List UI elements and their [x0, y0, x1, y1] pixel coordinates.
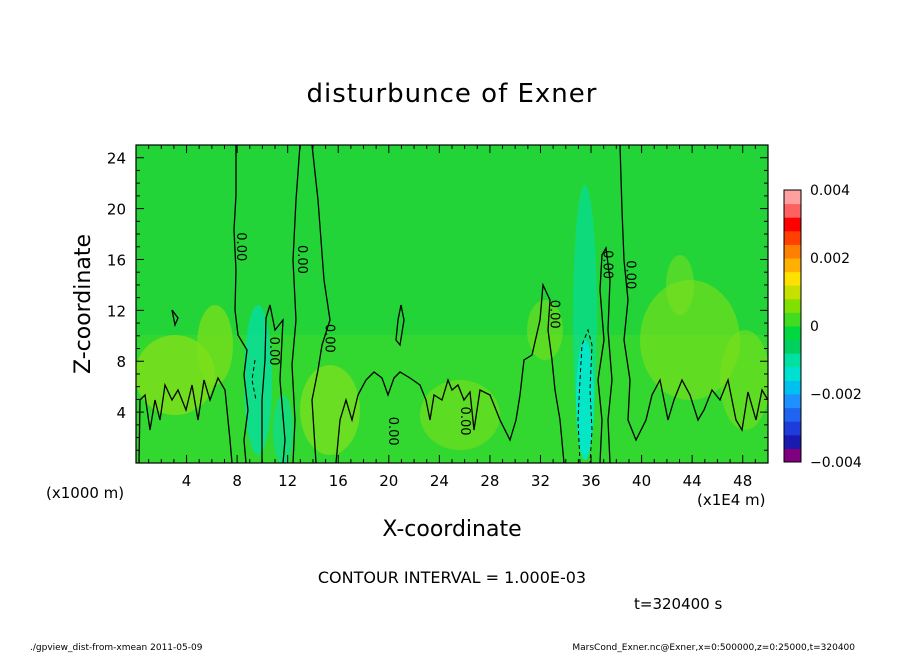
plot-area: 0.00 0.00 0.00 0.00 0.00 0.00 0.00 0.00 0.00 — [136, 145, 768, 463]
colorbar-swatch — [784, 448, 801, 463]
colorbar-swatch — [784, 217, 801, 232]
colorbar-swatch — [784, 244, 801, 259]
colorbar-tick-label: 0.002 — [810, 251, 850, 267]
x-axis: 4 8 12 16 20 24 28 32 36 40 44 48 — [148, 145, 756, 490]
contour-line — [138, 376, 233, 463]
negative-contours — [251, 328, 593, 463]
contour-lines — [138, 145, 768, 463]
field-patch — [136, 335, 215, 415]
contour-line-negative — [577, 328, 593, 463]
y-unit-label: (x1000 m) — [46, 484, 124, 502]
contour-label: 0.00 — [457, 407, 472, 436]
y-tick-label: 4 — [116, 404, 126, 422]
field-patch — [300, 365, 360, 455]
contour-line — [395, 304, 405, 347]
field-patch — [527, 300, 563, 360]
colorbar — [783, 189, 802, 463]
contour-line — [311, 145, 331, 463]
x-tick-label: 16 — [329, 472, 348, 490]
contour-label: 0.00 — [233, 232, 248, 261]
colorbar-swatch — [784, 366, 801, 381]
field-patch — [197, 305, 233, 385]
contour-line — [261, 304, 286, 463]
colorbar-swatch — [784, 353, 801, 368]
contour-line — [291, 145, 301, 463]
colorbar-tick-label: −0.002 — [810, 387, 862, 403]
colorbar-swatch — [784, 380, 801, 395]
field-patch — [720, 330, 768, 430]
colorbar-swatch — [784, 326, 801, 341]
y-axis-title: Z-coordinate — [71, 234, 96, 374]
field-patch — [244, 305, 272, 455]
y-tick-label: 8 — [116, 353, 126, 371]
x-tick-label: 4 — [182, 472, 192, 490]
colorbar-swatch — [784, 298, 801, 313]
time-text: t=320400 s — [634, 595, 722, 613]
colorbar-tick-label: −0.004 — [810, 455, 862, 471]
x-tick-label: 8 — [232, 472, 242, 490]
x-tick-label: 44 — [683, 472, 702, 490]
field-patch — [666, 255, 694, 315]
x-tick-label: 48 — [733, 472, 752, 490]
colorbar-swatch — [784, 203, 801, 218]
colorbar-swatch — [784, 421, 801, 436]
colorbar-swatch — [784, 434, 801, 449]
colorbar-ticks: 0.004 0.002 0 −0.002 −0.004 — [810, 183, 862, 471]
contour-label: 0.00 — [322, 324, 337, 353]
chart-title: disturbunce of Exner — [307, 79, 598, 109]
colorbar-swatch — [784, 339, 801, 354]
colorbar-swatch — [784, 271, 801, 286]
y-tick-label: 20 — [107, 201, 126, 219]
y-tick-label: 16 — [107, 251, 126, 269]
x-tick-label: 24 — [430, 472, 449, 490]
x-tick-label: 32 — [531, 472, 550, 490]
contour-line — [597, 245, 613, 463]
colorbar-swatch — [784, 258, 801, 273]
colorbar-swatch — [784, 312, 801, 327]
contour-line — [619, 145, 768, 442]
footer-right: MarsCond_Exner.nc@Exner,x=0:500000,z=0:2… — [572, 643, 855, 653]
colorbar-swatch — [784, 407, 801, 422]
x-tick-label: 12 — [278, 472, 297, 490]
contour-labels: 0.00 0.00 0.00 0.00 0.00 0.00 0.00 0.00 0.00 — [233, 232, 637, 445]
contour-label: 0.00 — [385, 417, 400, 446]
footer-left: ./gpview_dist-from-xmean 2011-05-09 — [30, 643, 203, 653]
y-tick-label: 12 — [107, 302, 126, 320]
contour-label: 0.00 — [622, 260, 637, 289]
x-tick-label: 20 — [379, 472, 398, 490]
contour-label: 0.00 — [600, 250, 615, 279]
x-tick-label: 36 — [581, 472, 600, 490]
y-tick-label: 24 — [107, 150, 126, 168]
colorbar-tick-label: 0.004 — [810, 183, 850, 199]
contour-label: 0.00 — [294, 245, 309, 274]
colorbar-swatch — [784, 285, 801, 300]
field-patch — [273, 395, 293, 463]
contour-line — [233, 145, 249, 463]
x-tick-label: 40 — [632, 472, 651, 490]
colorbar-swatch — [784, 230, 801, 245]
contour-interval-text: CONTOUR INTERVAL = 1.000E-03 — [318, 568, 586, 587]
x-unit-label: (x1E4 m) — [697, 491, 766, 509]
contour-line — [171, 309, 179, 328]
y-axis: 4 8 12 16 20 24 — [107, 150, 768, 451]
colorbar-swatch — [784, 394, 801, 409]
contour-label: 0.00 — [266, 337, 281, 366]
colorbar-tick-label: 0 — [810, 319, 819, 335]
field-patch — [420, 380, 500, 450]
colorbar-frame — [783, 189, 802, 463]
contour-line — [335, 282, 565, 463]
x-axis-title: X-coordinate — [382, 517, 521, 542]
field-patch — [640, 280, 740, 400]
contour-label: 0.00 — [547, 300, 562, 329]
x-tick-label: 28 — [480, 472, 499, 490]
colorbar-swatch — [784, 190, 801, 205]
